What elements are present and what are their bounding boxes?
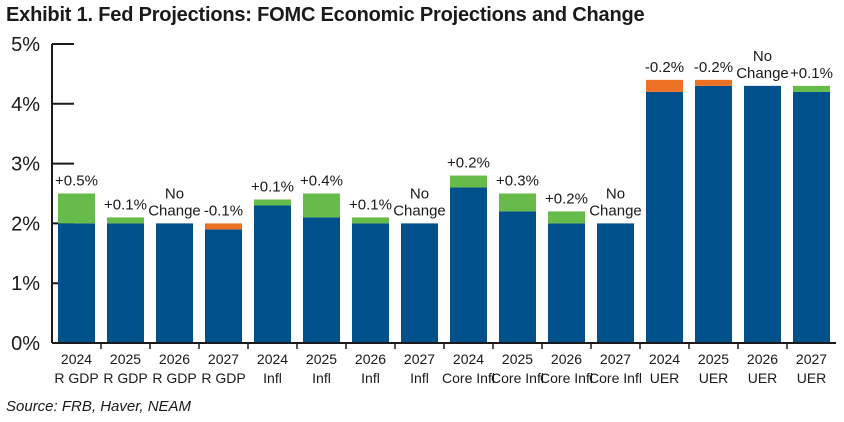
x-tick-label: 2027 bbox=[796, 351, 827, 367]
x-tick-label: 2026 bbox=[551, 351, 582, 367]
y-tick-label: 4% bbox=[11, 94, 40, 116]
x-tick-label: UER bbox=[650, 370, 680, 386]
change-label: Change bbox=[148, 202, 201, 219]
x-tick-label: UER bbox=[797, 370, 827, 386]
bar-increase bbox=[450, 175, 487, 188]
chart-title: Exhibit 1. Fed Projections: FOMC Economi… bbox=[6, 4, 645, 26]
bar-base bbox=[156, 223, 193, 343]
x-tick-label: Infl bbox=[361, 370, 380, 386]
bar-base bbox=[352, 223, 389, 343]
bar-base bbox=[646, 91, 683, 343]
x-axis: 2024 R GDP 2025 R GDP 2026 R GDP 2027 R GDP 2024… bbox=[52, 342, 836, 386]
x-tick-label: Infl bbox=[312, 370, 331, 386]
bar-base bbox=[107, 223, 144, 343]
bar-base bbox=[401, 223, 438, 343]
bar-base bbox=[205, 229, 242, 343]
x-tick-label: 2024 bbox=[453, 351, 484, 367]
bar-base bbox=[695, 85, 732, 344]
x-tick-label: 2027 bbox=[600, 351, 631, 367]
bar-increase bbox=[254, 199, 291, 206]
change-label: +0.1% bbox=[104, 196, 147, 213]
x-tick-label: 2026 bbox=[159, 351, 190, 367]
x-tick-label: 2024 bbox=[257, 351, 288, 367]
x-tick-label: Core Infl bbox=[491, 370, 544, 386]
bar-base bbox=[450, 187, 487, 343]
x-tick-label: 2024 bbox=[649, 351, 680, 367]
change-label: +0.2% bbox=[447, 155, 490, 172]
x-tick-label: Infl bbox=[410, 370, 429, 386]
change-label: -0.2% bbox=[645, 59, 684, 76]
bar-increase bbox=[352, 217, 389, 224]
x-tick-label: Core Infl bbox=[540, 370, 593, 386]
x-tick-label: 2027 bbox=[208, 351, 239, 367]
bars bbox=[58, 79, 830, 344]
change-label: No bbox=[753, 48, 772, 65]
bar-increase bbox=[548, 211, 585, 224]
x-tick-label: R GDP bbox=[201, 370, 245, 386]
change-label: Change bbox=[736, 65, 789, 82]
change-label: +0.1% bbox=[251, 178, 294, 195]
change-label: +0.4% bbox=[300, 173, 343, 190]
x-tick-label: 2024 bbox=[61, 351, 92, 367]
x-tick-label: 2027 bbox=[404, 351, 435, 367]
bar-increase bbox=[107, 217, 144, 224]
bar-base bbox=[548, 223, 585, 343]
change-label: Change bbox=[589, 202, 642, 219]
y-tick-label: 1% bbox=[11, 273, 40, 295]
x-tick-label: 2025 bbox=[110, 351, 141, 367]
bar-base bbox=[744, 85, 781, 344]
bar-decrease bbox=[205, 223, 242, 230]
change-label: No bbox=[606, 185, 625, 202]
x-tick-label: 2026 bbox=[747, 351, 778, 367]
bar-decrease bbox=[695, 79, 732, 86]
x-tick-label: UER bbox=[748, 370, 778, 386]
change-label: +0.3% bbox=[496, 173, 539, 190]
change-label: +0.2% bbox=[545, 190, 588, 207]
source-note: Source: FRB, Haver, NEAM bbox=[6, 398, 192, 415]
bar-base bbox=[303, 217, 340, 343]
change-label: -0.2% bbox=[694, 59, 733, 76]
x-tick-label: Core Infl bbox=[589, 370, 642, 386]
bar-base bbox=[499, 211, 536, 343]
bar-base bbox=[58, 223, 95, 343]
y-tick-label: 2% bbox=[11, 213, 40, 235]
change-label: -0.1% bbox=[204, 202, 243, 219]
change-label: +0.1% bbox=[790, 65, 833, 82]
y-tick-label: 5% bbox=[11, 34, 40, 56]
x-tick-label: R GDP bbox=[103, 370, 147, 386]
bar-increase bbox=[499, 193, 536, 212]
x-tick-label: R GDP bbox=[54, 370, 98, 386]
y-axis: 0% 1% 2% 3% 4% 5% bbox=[11, 34, 74, 355]
change-label: +0.5% bbox=[55, 173, 98, 190]
bar-increase bbox=[793, 85, 830, 92]
change-label: Change bbox=[393, 202, 446, 219]
x-tick-label: 2026 bbox=[355, 351, 386, 367]
x-tick-label: R GDP bbox=[152, 370, 196, 386]
bar-increase bbox=[303, 193, 340, 218]
change-label: No bbox=[410, 185, 429, 202]
change-label: No bbox=[165, 185, 184, 202]
change-label: +0.1% bbox=[349, 196, 392, 213]
bar-base bbox=[597, 223, 634, 343]
x-tick-label: 2025 bbox=[502, 351, 533, 367]
x-tick-label: 2025 bbox=[698, 351, 729, 367]
x-tick-label: Infl bbox=[263, 370, 282, 386]
y-tick-label: 3% bbox=[11, 154, 40, 176]
x-tick-label: UER bbox=[699, 370, 729, 386]
x-tick-label: 2025 bbox=[306, 351, 337, 367]
bar-decrease bbox=[646, 79, 683, 92]
bar-base bbox=[793, 91, 830, 343]
bar-base bbox=[254, 205, 291, 343]
x-tick-label: Core Infl bbox=[442, 370, 495, 386]
bar-increase bbox=[58, 193, 95, 224]
y-tick-label: 0% bbox=[11, 333, 40, 355]
